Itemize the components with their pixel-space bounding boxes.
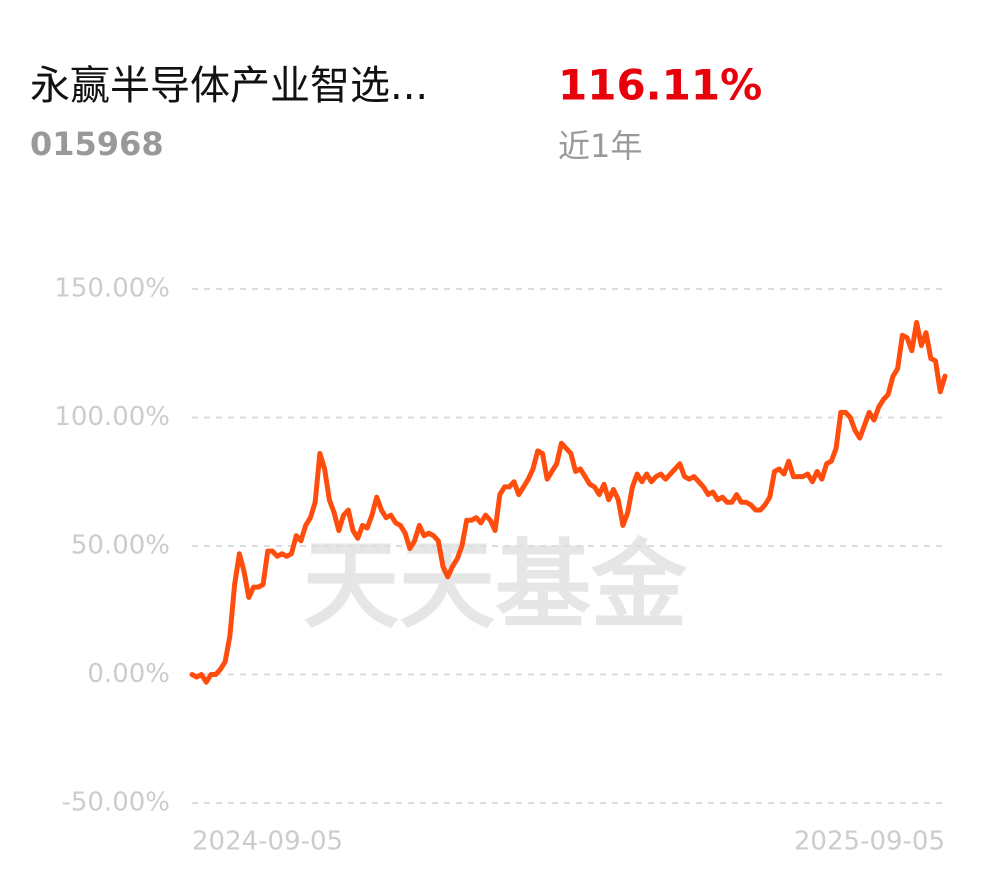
y-tick-label: -50.00%: [61, 788, 170, 818]
fund-title: 永赢半导体产业智选...: [30, 63, 428, 109]
fund-code: 015968: [30, 125, 164, 163]
return-value: 116.11%: [558, 61, 762, 110]
x-tick-label: 2024-09-05: [192, 827, 343, 857]
watermark: 天天基金: [303, 529, 688, 641]
y-tick-label: 100.00%: [54, 402, 170, 432]
period-label: 近1年: [558, 127, 642, 165]
y-tick-label: 150.00%: [54, 274, 170, 304]
y-tick-label: 50.00%: [71, 531, 170, 561]
x-tick-label: 2025-09-05: [794, 827, 945, 857]
y-tick-label: 0.00%: [87, 659, 170, 689]
line: [189, 319, 948, 685]
